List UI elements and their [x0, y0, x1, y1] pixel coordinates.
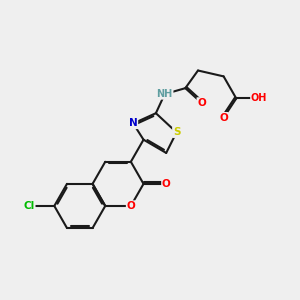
Text: S: S: [173, 127, 180, 137]
Text: O: O: [162, 179, 171, 189]
Text: N: N: [129, 118, 138, 128]
Text: Cl: Cl: [24, 201, 35, 211]
Text: NH: NH: [157, 89, 173, 99]
Text: O: O: [219, 112, 228, 123]
Text: O: O: [197, 98, 206, 108]
Text: O: O: [127, 201, 135, 211]
Text: OH: OH: [251, 94, 267, 103]
